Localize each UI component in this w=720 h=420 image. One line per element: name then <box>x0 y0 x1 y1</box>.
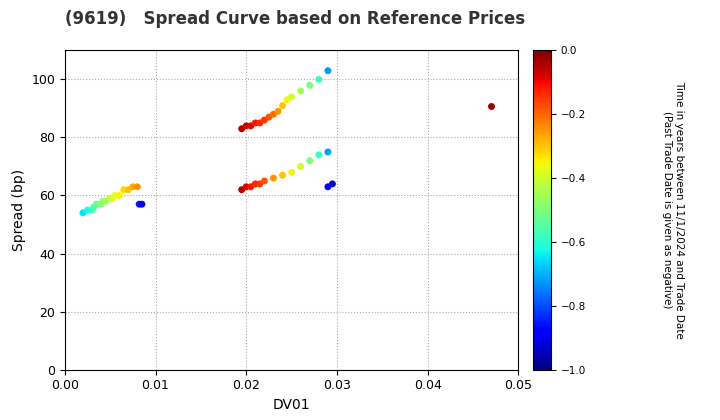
Point <box>100 198 112 205</box>
Point <box>268 175 279 181</box>
Point <box>276 172 288 178</box>
Point <box>322 149 333 155</box>
Point <box>272 108 284 115</box>
Point <box>304 158 315 164</box>
Point <box>313 76 325 83</box>
Point <box>245 184 256 190</box>
Point <box>250 120 261 126</box>
X-axis label: DV01: DV01 <box>273 398 310 412</box>
Point <box>91 201 102 207</box>
Point <box>250 181 261 187</box>
Point <box>245 123 256 129</box>
Point <box>133 201 145 207</box>
Point <box>81 207 94 213</box>
Point <box>322 67 333 74</box>
Point <box>295 163 307 170</box>
Point <box>276 102 288 109</box>
Point <box>109 192 120 199</box>
Point <box>86 207 98 213</box>
Point <box>258 178 270 184</box>
Point <box>132 184 143 190</box>
Point <box>236 126 248 132</box>
Point <box>127 184 138 190</box>
Point <box>254 181 266 187</box>
Point <box>282 96 293 103</box>
Point <box>268 111 279 118</box>
Point <box>327 181 338 187</box>
Point <box>236 186 248 193</box>
Point <box>88 204 99 210</box>
Point <box>254 120 266 126</box>
Point <box>322 184 333 190</box>
Point <box>118 186 130 193</box>
Point <box>286 94 297 100</box>
Y-axis label: Spread (bp): Spread (bp) <box>12 169 26 251</box>
Point <box>107 195 118 202</box>
Y-axis label: Time in years between 11/1/2024 and Trade Date
(Past Trade Date is given as nega: Time in years between 11/1/2024 and Trad… <box>662 81 684 339</box>
Point <box>136 201 148 207</box>
Point <box>122 186 134 193</box>
Point <box>286 169 297 176</box>
Point <box>95 201 107 207</box>
Point <box>114 192 125 199</box>
Point <box>485 102 497 109</box>
Point <box>97 198 109 205</box>
Text: (9619)   Spread Curve based on Reference Prices: (9619) Spread Curve based on Reference P… <box>65 10 525 29</box>
Point <box>104 195 116 202</box>
Point <box>77 210 89 216</box>
Point <box>295 88 307 94</box>
Point <box>258 117 270 123</box>
Point <box>240 123 252 129</box>
Point <box>264 114 275 121</box>
Point <box>240 184 252 190</box>
Point <box>313 152 325 158</box>
Point <box>304 82 315 89</box>
